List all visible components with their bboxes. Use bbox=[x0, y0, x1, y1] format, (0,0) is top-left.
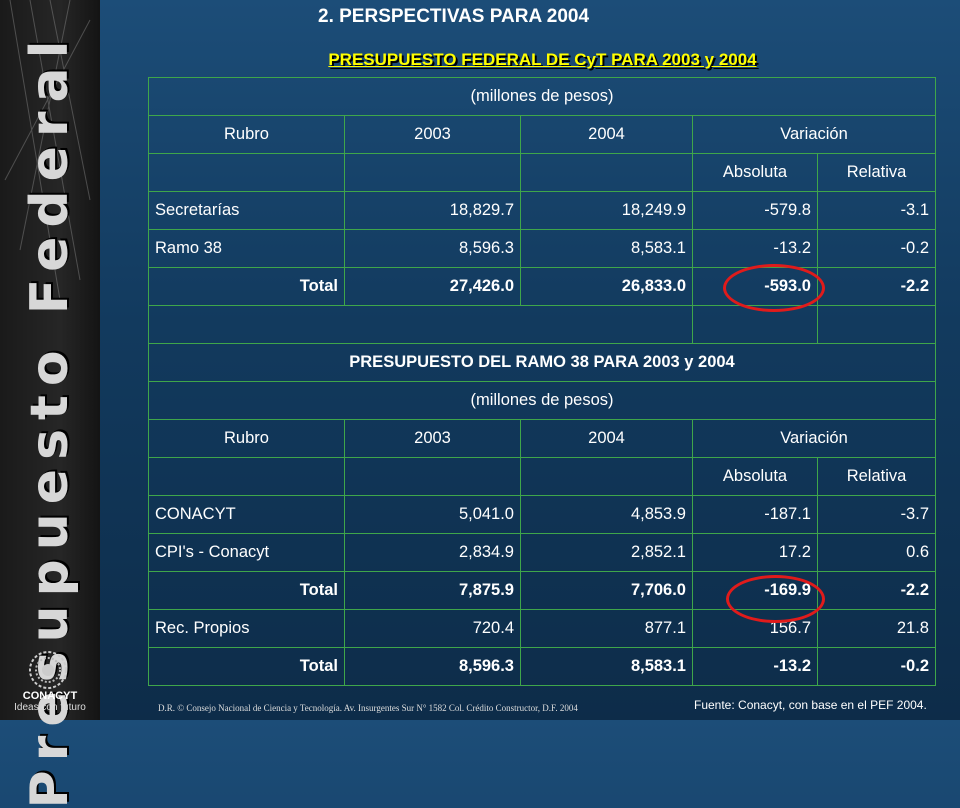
table-cell: 2,834.9 bbox=[344, 533, 521, 572]
highlight-circle bbox=[723, 264, 825, 312]
table-cell: Total bbox=[148, 647, 345, 686]
table-cell: 27,426.0 bbox=[344, 267, 521, 306]
table-cell: 26,833.0 bbox=[520, 267, 693, 306]
column-header: Rubro bbox=[148, 419, 345, 458]
source-note: Fuente: Conacyt, con base en el PEF 2004… bbox=[694, 698, 927, 712]
empty-cell bbox=[344, 153, 521, 192]
table2-title: PRESUPUESTO DEL RAMO 38 PARA 2003 y 2004 bbox=[148, 343, 936, 382]
table-row: CPI's - Conacyt 2,834.9 2,852.1 17.2 0.6 bbox=[148, 533, 936, 572]
table-row: CONACYT 5,041.0 4,853.9 -187.1 -3.7 bbox=[148, 495, 936, 534]
empty-cell bbox=[148, 305, 693, 344]
table-cell: 18,829.7 bbox=[344, 191, 521, 230]
table1-units: (millones de pesos) bbox=[148, 77, 936, 116]
table-row: Rec. Propios 720.4 877.1 156.7 21.8 bbox=[148, 609, 936, 648]
table-cell: 21.8 bbox=[817, 609, 936, 648]
table-row: (millones de pesos) bbox=[148, 381, 936, 420]
table-cell: -0.2 bbox=[817, 647, 936, 686]
column-header: Variación bbox=[692, 115, 936, 154]
table-cell: 17.2 bbox=[692, 533, 818, 572]
table-cell: Total bbox=[148, 571, 345, 610]
sidebar: Presupuesto Federal CONACYT Ideas con fu… bbox=[0, 0, 100, 808]
column-header: Relativa bbox=[817, 457, 936, 496]
table-cell: Rec. Propios bbox=[148, 609, 345, 648]
empty-cell bbox=[520, 457, 693, 496]
empty-cell bbox=[148, 457, 345, 496]
spacer-row bbox=[148, 305, 936, 344]
highlight-circle bbox=[726, 575, 825, 623]
table1-title: PRESUPUESTO FEDERAL DE CyT PARA 2003 y 2… bbox=[328, 50, 757, 69]
table-cell: 720.4 bbox=[344, 609, 521, 648]
table-cell: 2,852.1 bbox=[520, 533, 693, 572]
decorative-lines bbox=[4, 0, 91, 300]
table-cell: Ramo 38 bbox=[148, 229, 345, 268]
table-cell: -13.2 bbox=[692, 647, 818, 686]
table-subheader-row: Absoluta Relativa bbox=[148, 457, 936, 496]
section-title: 2. PERSPECTIVAS PARA 2004 bbox=[318, 6, 590, 27]
table-cell: -579.8 bbox=[692, 191, 818, 230]
conacyt-logo-icon bbox=[29, 651, 67, 689]
column-header: Variación bbox=[692, 419, 936, 458]
table-cell: -13.2 bbox=[692, 229, 818, 268]
empty-cell bbox=[692, 305, 818, 344]
table-subheader-row: Absoluta Relativa bbox=[148, 153, 936, 192]
table-row: PRESUPUESTO DEL RAMO 38 PARA 2003 y 2004 bbox=[148, 343, 936, 382]
table-total-row: Total 8,596.3 8,583.1 -13.2 -0.2 bbox=[148, 647, 936, 686]
table-cell: Secretarías bbox=[148, 191, 345, 230]
empty-cell bbox=[817, 305, 936, 344]
table-cell: 8,596.3 bbox=[344, 647, 521, 686]
table-header-row: Rubro 2003 2004 Variación bbox=[148, 419, 936, 458]
table-cell: 7,875.9 bbox=[344, 571, 521, 610]
table-cell: 877.1 bbox=[520, 609, 693, 648]
budget-table: (millones de pesos) Rubro 2003 2004 Vari… bbox=[148, 77, 936, 686]
footer-copyright: D.R. © Consejo Nacional de Ciencia y Tec… bbox=[158, 703, 578, 713]
table-cell: -3.7 bbox=[817, 495, 936, 534]
table-cell: -0.2 bbox=[817, 229, 936, 268]
empty-cell bbox=[520, 153, 693, 192]
table-cell: 8,583.1 bbox=[520, 647, 693, 686]
table-cell: -2.2 bbox=[817, 571, 936, 610]
logo-name: CONACYT bbox=[22, 690, 78, 702]
table-cell: CPI's - Conacyt bbox=[148, 533, 345, 572]
table-cell: 0.6 bbox=[817, 533, 936, 572]
column-header: Absoluta bbox=[692, 153, 818, 192]
table-cell: -187.1 bbox=[692, 495, 818, 534]
column-header: Rubro bbox=[148, 115, 345, 154]
table-cell: 8,583.1 bbox=[520, 229, 693, 268]
table-cell: Total bbox=[148, 267, 345, 306]
column-header: 2004 bbox=[520, 115, 693, 154]
empty-cell bbox=[344, 457, 521, 496]
table-cell: -3.1 bbox=[817, 191, 936, 230]
column-header: 2003 bbox=[344, 419, 521, 458]
table-cell: CONACYT bbox=[148, 495, 345, 534]
table2-units: (millones de pesos) bbox=[148, 381, 936, 420]
logo-tagline: Ideas con futuro bbox=[14, 702, 86, 713]
table-cell: 7,706.0 bbox=[520, 571, 693, 610]
table-row: Secretarías 18,829.7 18,249.9 -579.8 -3.… bbox=[148, 191, 936, 230]
empty-cell bbox=[148, 153, 345, 192]
table-row: Ramo 38 8,596.3 8,583.1 -13.2 -0.2 bbox=[148, 229, 936, 268]
table-cell: 5,041.0 bbox=[344, 495, 521, 534]
column-header: Absoluta bbox=[692, 457, 818, 496]
table-cell: 18,249.9 bbox=[520, 191, 693, 230]
column-header: 2004 bbox=[520, 419, 693, 458]
table-row: (millones de pesos) bbox=[148, 77, 936, 116]
table-cell: -2.2 bbox=[817, 267, 936, 306]
logo-text: CONACYT Ideas con futuro bbox=[2, 690, 98, 714]
table-cell: 8,596.3 bbox=[344, 229, 521, 268]
table-cell: 4,853.9 bbox=[520, 495, 693, 534]
column-header: Relativa bbox=[817, 153, 936, 192]
column-header: 2003 bbox=[344, 115, 521, 154]
table-header-row: Rubro 2003 2004 Variación bbox=[148, 115, 936, 154]
